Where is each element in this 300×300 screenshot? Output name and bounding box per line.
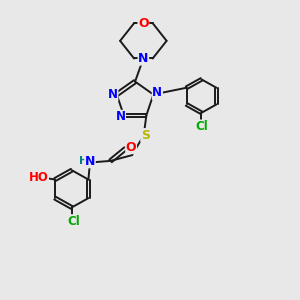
Text: N: N	[116, 110, 125, 123]
Text: N: N	[85, 155, 95, 168]
Text: O: O	[126, 141, 136, 154]
Text: Cl: Cl	[195, 120, 208, 133]
Text: N: N	[108, 88, 118, 101]
Text: Cl: Cl	[67, 215, 80, 228]
Text: N: N	[138, 52, 148, 65]
Text: HO: HO	[28, 171, 48, 184]
Text: H: H	[80, 156, 88, 166]
Text: O: O	[138, 17, 149, 30]
Text: S: S	[141, 129, 150, 142]
Text: N: N	[152, 86, 162, 99]
